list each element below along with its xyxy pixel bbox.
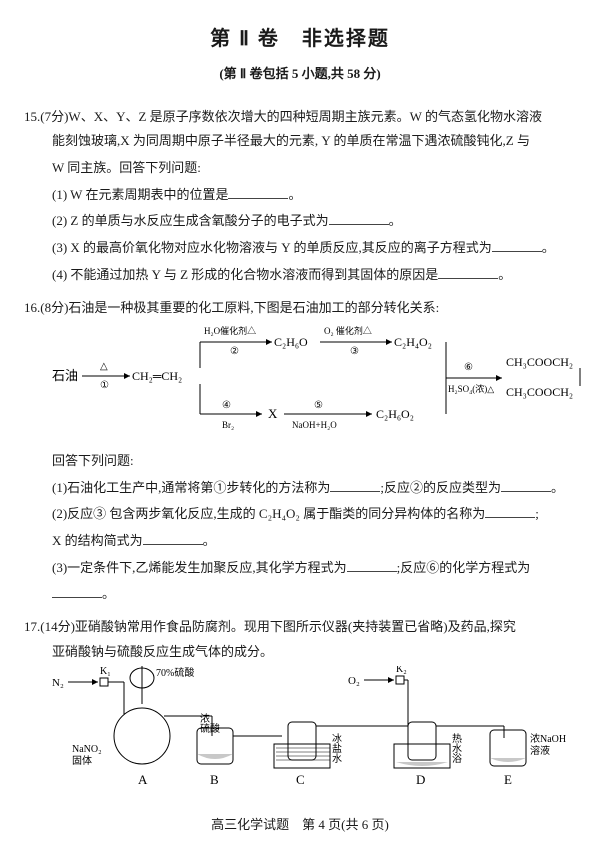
- svg-text:硫酸: 硫酸: [200, 722, 220, 735]
- lbl-E: E: [504, 772, 512, 787]
- q15-stem-line3: W 同主族。回答下列问题:: [24, 156, 576, 181]
- q16-points: (8分): [40, 300, 68, 315]
- q15-sub4: (4) 不能通过加热 Y 与 Z 形成的化合物水溶液而得到其固体的原因是 。: [24, 263, 576, 288]
- q15-s4-end: 。: [498, 267, 511, 282]
- q15-s3-text: (3) X 的最高价氧化物对应水化物溶液与 Y 的单质反应,其反应的离子方程式为: [52, 240, 492, 255]
- q16-s3a: (3)一定条件下,乙烯能发生加聚反应,其化学方程式为: [52, 560, 347, 575]
- q16-no: 16.: [24, 300, 40, 315]
- q16-s1b: ;反应②的反应类型为: [380, 480, 501, 495]
- q17-stem: 17.(14分)亚硝酸钠常用作食品防腐剂。现用下图所示仪器(夹持装置已省略)及药…: [24, 615, 576, 640]
- q16-stem-text: 石油是一种极其重要的化工原料,下图是石油加工的部分转化关系:: [68, 300, 439, 315]
- lbl-nano2: NaNO₂: [72, 744, 102, 755]
- q15-s4-text: (4) 不能通过加热 Y 与 Z 形成的化合物水溶液而得到其固体的原因是: [52, 267, 438, 282]
- blank: [52, 584, 102, 598]
- lbl-n2: N₂: [52, 677, 64, 689]
- q16-flow-diagram: 石油 △ ① CH₂═CH₂ H₂O催化剂△ ② C₂H₆O O₂ 催化剂△ ③…: [52, 320, 576, 449]
- d-prod1: CH₃COOCH₂: [506, 355, 573, 369]
- d-top1-cond: H₂O催化剂△: [204, 325, 256, 336]
- page-title: 第 Ⅱ 卷 非选择题: [24, 20, 576, 58]
- d-n3: ③: [350, 346, 359, 357]
- d-naoh: NaOH+H₂O: [292, 420, 337, 430]
- q15-stem-line2: 能刻蚀玻璃,X 为同周期中原子半径最大的元素, Y 的单质在常温下遇浓硫酸钝化,…: [24, 129, 576, 154]
- q15-sub3: (3) X 的最高价氧化物对应水化物溶液与 Y 的单质反应,其反应的离子方程式为…: [24, 236, 576, 261]
- q16-s3end: 。: [102, 586, 115, 601]
- q15-stem: 15.(7分)W、X、Y、Z 是原子序数依次增大的四种短周期主族元素。W 的气态…: [24, 105, 576, 130]
- d-n5: ⑤: [314, 400, 323, 411]
- d-h2so4: H₂SO₄(浓)△: [448, 384, 494, 394]
- svg-text:浴: 浴: [452, 753, 462, 765]
- q15-s2-text: (2) Z 的单质与水反应生成含氧酸分子的电子式为: [52, 213, 329, 228]
- q17-no: 17.: [24, 619, 40, 634]
- q16-s3b: ;反应⑥的化学方程式为: [397, 560, 531, 575]
- q16-s2b: ;: [535, 506, 539, 521]
- q17-stem2: 亚硝酸钠与硫酸反应生成气体的成分。: [24, 640, 576, 665]
- lbl-k1: K₁: [100, 666, 111, 677]
- q15-s2-end: 。: [389, 213, 402, 228]
- blank: [329, 211, 389, 225]
- q15-sub2: (2) Z 的单质与水反应生成含氧酸分子的电子式为 。: [24, 209, 576, 234]
- q16-s1end: 。: [551, 480, 564, 495]
- d-n6: ⑥: [464, 362, 473, 373]
- blank: [438, 265, 498, 279]
- q15-no: 15.: [24, 109, 40, 124]
- d-c2h6o: C₂H₆O: [274, 335, 308, 349]
- page-subtitle: (第 Ⅱ 卷包括 5 小题,共 58 分): [24, 62, 576, 87]
- lbl-B: B: [210, 772, 219, 787]
- d-prod2: CH₃COOCH₂: [506, 385, 573, 399]
- q15-s1-end: 。: [288, 187, 301, 202]
- blank: [492, 238, 542, 252]
- q15-stem-line1: W、X、Y、Z 是原子序数依次增大的四种短周期主族元素。W 的气态氢化物水溶液: [68, 109, 542, 124]
- q16-stem: 16.(8分)石油是一种极其重要的化工原料,下图是石油加工的部分转化关系:: [24, 296, 576, 321]
- svg-text:水: 水: [332, 753, 342, 765]
- page-footer: 高三化学试题 第 4 页(共 6 页): [24, 813, 576, 838]
- d-br2: Br₂: [222, 420, 234, 430]
- blank: [228, 185, 288, 199]
- q15-s1-text: (1) W 在元素周期表中的位置是: [52, 187, 228, 202]
- d-n4: ④: [222, 400, 231, 411]
- d-x: X: [268, 406, 278, 421]
- q17-apparatus-diagram: N₂ K₁ 70%硫酸 NaNO₂ 固体 A: [52, 666, 576, 805]
- q16-sub3b: 。: [24, 582, 576, 607]
- d-left: 石油: [52, 368, 78, 383]
- lbl-k2: K₂: [396, 666, 407, 675]
- q16-sub2b: X 的结构简式为 。: [24, 529, 576, 554]
- d-ch2ch2: CH₂═CH₂: [132, 369, 182, 383]
- q15-s3-end: 。: [542, 240, 555, 255]
- blank: [347, 558, 397, 572]
- svg-text:溶液: 溶液: [530, 744, 550, 757]
- lbl-nano2b: 固体: [72, 755, 92, 767]
- q15-points: (7分): [40, 109, 68, 124]
- lbl-70h2so4: 70%硫酸: [156, 666, 194, 679]
- d-c2h6o2: C₂H₆O₂: [376, 407, 414, 421]
- question-17: 17.(14分)亚硝酸钠常用作食品防腐剂。现用下图所示仪器(夹持装置已省略)及药…: [24, 615, 576, 805]
- d-c2h4o2: C₂H₄O₂: [394, 335, 432, 349]
- d-top2-cond: O₂ 催化剂△: [324, 325, 372, 336]
- question-15: 15.(7分)W、X、Y、Z 是原子序数依次增大的四种短周期主族元素。W 的气态…: [24, 105, 576, 288]
- blank: [330, 478, 380, 492]
- blank: [501, 478, 551, 492]
- q15-sub1: (1) W 在元素周期表中的位置是 。: [24, 183, 576, 208]
- blank: [143, 531, 203, 545]
- lbl-D: D: [416, 772, 425, 787]
- d-delta: △: [100, 361, 108, 372]
- blank: [485, 504, 535, 518]
- q17-stem1: 亚硝酸钠常用作食品防腐剂。现用下图所示仪器(夹持装置已省略)及药品,探究: [75, 619, 516, 634]
- q16-s2a: (2)反应③ 包含两步氧化反应,生成的 C₂H₄O₂ 属于酯类的同分异构体的名称…: [52, 506, 485, 521]
- q16-s1a: (1)石油化工生产中,通常将第①步转化的方法称为: [52, 480, 330, 495]
- q16-sub3: (3)一定条件下,乙烯能发生加聚反应,其化学方程式为 ;反应⑥的化学方程式为: [24, 556, 576, 581]
- svg-text:浓NaOH: 浓NaOH: [530, 733, 566, 745]
- q16-sub2: (2)反应③ 包含两步氧化反应,生成的 C₂H₄O₂ 属于酯类的同分异构体的名称…: [24, 502, 576, 527]
- q17-points: (14分): [40, 619, 75, 634]
- q16-s2end: 。: [203, 533, 216, 548]
- d-n1: ①: [100, 380, 109, 391]
- q16-s2c: X 的结构简式为: [52, 533, 143, 548]
- lbl-A: A: [138, 772, 148, 787]
- lbl-C: C: [296, 772, 305, 787]
- q16-ans-lead: 回答下列问题:: [24, 449, 576, 474]
- q16-sub1: (1)石油化工生产中,通常将第①步转化的方法称为 ;反应②的反应类型为 。: [24, 476, 576, 501]
- d-n2: ②: [230, 346, 239, 357]
- question-16: 16.(8分)石油是一种极其重要的化工原料,下图是石油加工的部分转化关系: 石油…: [24, 296, 576, 608]
- lbl-o2: O₂: [348, 675, 360, 687]
